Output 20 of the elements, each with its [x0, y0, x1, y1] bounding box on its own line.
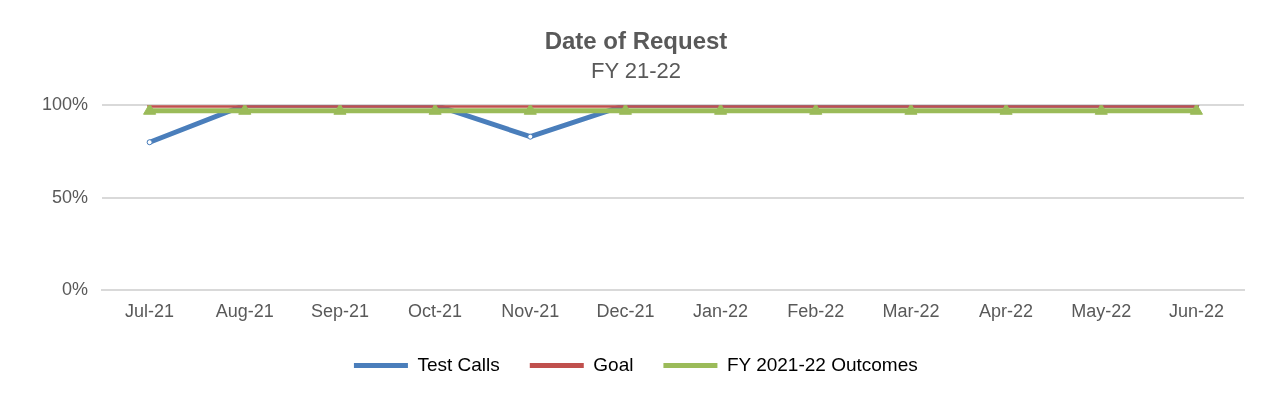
x-tick-label: Jul-21: [125, 301, 175, 322]
x-tick-label: Sep-21: [310, 301, 369, 322]
x-tick-label: Jun-22: [1168, 301, 1224, 322]
x-tick-label: Oct-21: [408, 301, 463, 322]
chart-subtitle: FY 21-22: [590, 58, 682, 84]
x-tick-label: Dec-21: [596, 301, 655, 322]
x-tick-label: Feb-22: [787, 301, 845, 322]
x-tick-label: Nov-21: [501, 301, 560, 322]
x-tick-label: Jan-22: [693, 301, 749, 322]
legend-label: Test Calls: [417, 353, 500, 375]
legend-label: Goal: [593, 353, 634, 375]
x-tick-label: Aug-21: [215, 301, 274, 322]
chart-title: Date of Request: [544, 27, 728, 55]
legend-label: FY 2021-22 Outcomes: [726, 353, 918, 375]
y-tick-label: 50%: [52, 186, 89, 207]
x-tick-label: Apr-22: [979, 301, 1034, 322]
x-tick-label: May-22: [1071, 301, 1132, 322]
y-tick-label: 0%: [62, 279, 89, 300]
x-tick-label: Mar-22: [882, 301, 940, 322]
y-tick-label: 100%: [41, 94, 89, 115]
